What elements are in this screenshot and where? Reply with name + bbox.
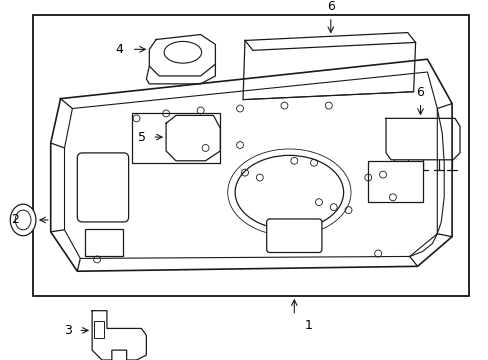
Ellipse shape: [235, 156, 343, 229]
Text: 6: 6: [416, 86, 424, 99]
FancyBboxPatch shape: [266, 219, 321, 252]
Bar: [33, 15, 468, 296]
Text: 1: 1: [305, 319, 312, 332]
Text: 2: 2: [11, 213, 19, 226]
Text: 5: 5: [138, 131, 146, 144]
Ellipse shape: [10, 204, 36, 236]
Bar: [85, 229, 122, 256]
Text: 6: 6: [326, 0, 334, 13]
Bar: [131, 113, 220, 163]
Bar: [94, 320, 104, 338]
Text: 3: 3: [64, 324, 72, 337]
Text: 4: 4: [116, 43, 123, 56]
Ellipse shape: [15, 210, 31, 230]
Ellipse shape: [227, 149, 350, 236]
Bar: [367, 161, 422, 202]
FancyBboxPatch shape: [77, 153, 128, 222]
Ellipse shape: [164, 41, 201, 63]
